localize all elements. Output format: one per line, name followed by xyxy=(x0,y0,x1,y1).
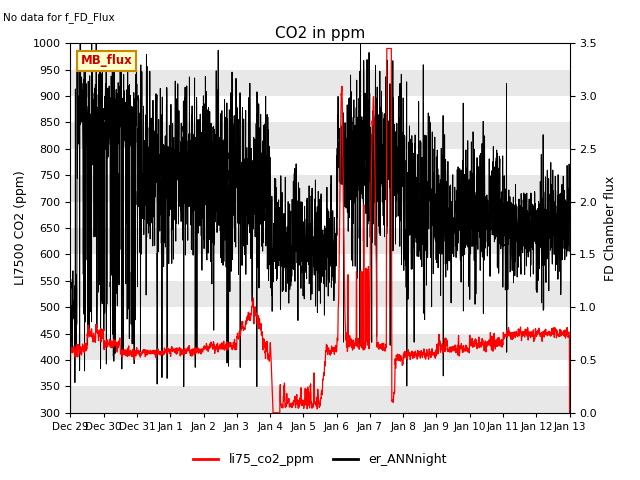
Bar xyxy=(70,334,570,360)
Bar xyxy=(70,228,570,254)
Text: No data for f_FD_Flux: No data for f_FD_Flux xyxy=(3,12,115,23)
Legend: li75_co2_ppm, er_ANNnight: li75_co2_ppm, er_ANNnight xyxy=(188,448,452,471)
Bar xyxy=(70,281,570,307)
Y-axis label: FD Chamber flux: FD Chamber flux xyxy=(604,175,617,281)
Bar xyxy=(70,386,570,413)
Bar xyxy=(70,43,570,70)
Bar xyxy=(70,96,570,122)
Bar xyxy=(70,202,570,228)
Bar xyxy=(70,122,570,149)
Bar xyxy=(70,307,570,334)
Bar xyxy=(70,149,570,175)
Text: MB_flux: MB_flux xyxy=(81,54,132,67)
Y-axis label: LI7500 CO2 (ppm): LI7500 CO2 (ppm) xyxy=(14,170,27,286)
Bar xyxy=(70,254,570,281)
Bar xyxy=(70,175,570,202)
Title: CO2 in ppm: CO2 in ppm xyxy=(275,25,365,41)
Bar xyxy=(70,360,570,386)
Bar xyxy=(70,70,570,96)
